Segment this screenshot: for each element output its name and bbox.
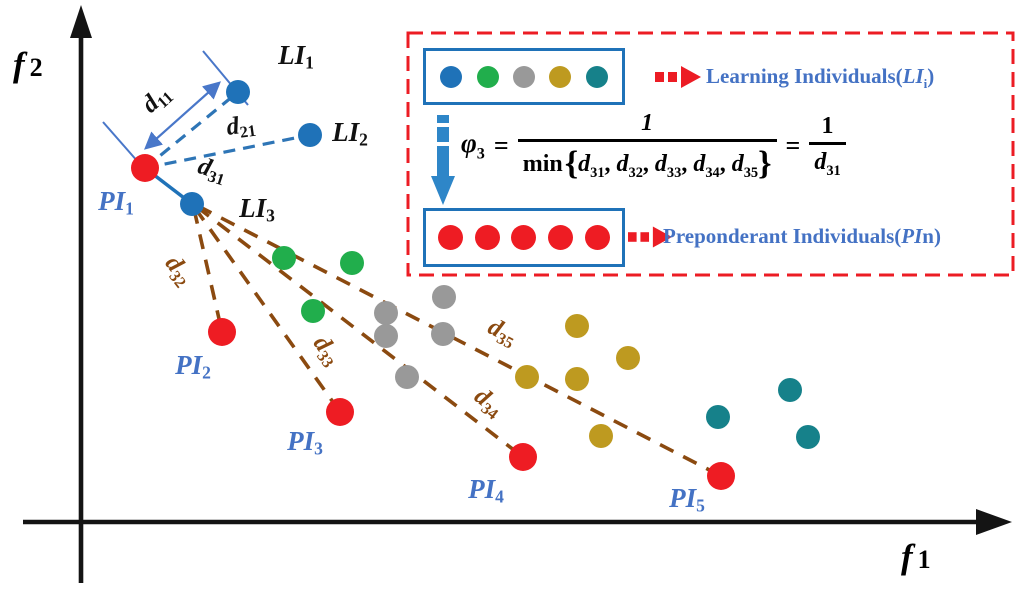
red-dashed-arrow-icon <box>655 66 701 88</box>
learning-individual-point <box>180 192 204 216</box>
preponderant-label-suffix: ) <box>933 224 941 248</box>
learning-individual-chip <box>549 65 572 88</box>
formula-term-d34: d34, <box>693 150 732 181</box>
blue-down-arrow-icon <box>431 115 455 205</box>
green-individual-point <box>340 251 364 275</box>
preponderant-individual-point <box>208 318 236 346</box>
preponderant-individual-point <box>326 398 354 426</box>
learning-individual-chip <box>512 65 535 88</box>
legend-dashed-border <box>406 31 1015 277</box>
learning-individual-chip <box>585 65 608 88</box>
preponderant-individual-chip <box>548 225 574 250</box>
teal-individual-point <box>706 405 730 429</box>
li3-pi4-dashed-line-d34 <box>195 205 525 459</box>
preponderant-individuals-label: Preponderant Individuals(PIn) <box>663 223 941 250</box>
result-d: d <box>814 148 827 175</box>
li3-pi3-dashed-line-d33 <box>193 206 342 414</box>
formula-main-numerator: 1 <box>641 110 654 136</box>
preponderant-label-n: n <box>922 224 934 248</box>
gold-individual-point <box>565 367 589 391</box>
points-layer <box>131 80 820 490</box>
gray-individual-point <box>431 322 455 346</box>
learning-label-li: LI <box>902 64 924 88</box>
min-terms: d31, d32, d33, d34, d35 <box>578 150 759 181</box>
gold-individual-point <box>616 346 640 370</box>
learning-individuals-label: Learning Individuals(LIi) <box>706 63 934 93</box>
phi-symbol: φ <box>461 128 477 159</box>
learning-label-sub-i: i <box>923 76 928 92</box>
learning-label-prefix: Learning Individuals( <box>706 64 903 88</box>
gray-individual-point <box>395 365 419 389</box>
gold-individual-point <box>565 314 589 338</box>
teal-individual-point <box>778 378 802 402</box>
teal-individual-point <box>796 425 820 449</box>
formula-result-fraction: 1 d31 <box>809 112 846 179</box>
preponderant-label-prefix: Preponderant Individuals( <box>663 224 902 248</box>
learning-individual-point <box>298 123 322 147</box>
formula-term-d35: d35 <box>731 150 759 181</box>
x-axis-label-number: 1 <box>917 545 931 574</box>
formula-equals-1: = <box>493 131 509 160</box>
preponderant-individual-point <box>707 462 735 490</box>
preponderant-individual-point <box>131 154 159 182</box>
x-axis-arrowhead <box>976 509 1012 535</box>
pi1-li2-dashed-line-d21 <box>144 133 311 170</box>
learning-individual-chip <box>440 65 463 88</box>
y-axis-label-number: 2 <box>29 53 43 82</box>
d11-measure-arrow <box>144 81 221 150</box>
preponderant-individual-point <box>509 443 537 471</box>
gold-individual-point <box>515 365 539 389</box>
learning-individual-chip <box>476 65 499 88</box>
gray-individual-point <box>432 285 456 309</box>
phi-formula: φ3 = 1 min{d31, d32, d33, d34, d35} = 1 … <box>461 108 846 184</box>
li3-pi5-dashed-line-d35 <box>197 204 722 478</box>
y-axis-arrowhead <box>70 5 92 38</box>
formula-term-d31: d31, <box>578 150 617 181</box>
preponderant-individual-chip <box>511 225 537 250</box>
formula-term-d33: d33, <box>654 150 694 181</box>
formula-equals-2: = <box>785 131 801 160</box>
li3-pi2-dashed-line-d32 <box>192 208 224 333</box>
axes-layer <box>23 5 1015 583</box>
legend-panel: Learning Individuals(LIi) φ3 = 1 min{d31… <box>411 36 1010 272</box>
min-operator: min <box>522 150 563 177</box>
close-brace: } <box>758 145 772 182</box>
x-axis-label-letter: f <box>901 537 913 576</box>
formula-result-numerator: 1 <box>821 112 834 139</box>
gold-individual-point <box>589 424 613 448</box>
formula-main-denominator: min{d31, d32, d33, d34, d35} <box>517 139 777 182</box>
gray-individual-point <box>374 324 398 348</box>
formula-phi3: φ3 <box>461 128 485 163</box>
result-d-subscript: 31 <box>826 162 841 179</box>
gray-individual-point <box>374 301 398 325</box>
open-brace: { <box>564 145 579 182</box>
red-dashed-arrow-icon <box>628 226 672 248</box>
learning-label-suffix: ) <box>927 64 935 88</box>
phi-subscript: 3 <box>476 144 485 163</box>
preponderant-individual-chip <box>437 225 463 250</box>
green-individual-point <box>272 246 296 270</box>
learning-individuals-box <box>423 48 625 105</box>
pi1-li1-dashed-line <box>143 90 240 170</box>
green-individual-point <box>301 299 325 323</box>
preponderant-individual-chip <box>474 225 500 250</box>
preponderant-individuals-box <box>423 208 625 267</box>
formula-main-fraction: 1 min{d31, d32, d33, d34, d35} <box>517 110 777 182</box>
formula-result-denominator: d31 <box>809 141 846 179</box>
y-axis-label-letter: f <box>13 45 25 84</box>
formula-term-d32: d32, <box>616 150 655 181</box>
preponderant-individual-chip <box>585 225 611 250</box>
learning-individual-point <box>226 80 250 104</box>
preponderant-label-pi: PI <box>901 224 923 248</box>
